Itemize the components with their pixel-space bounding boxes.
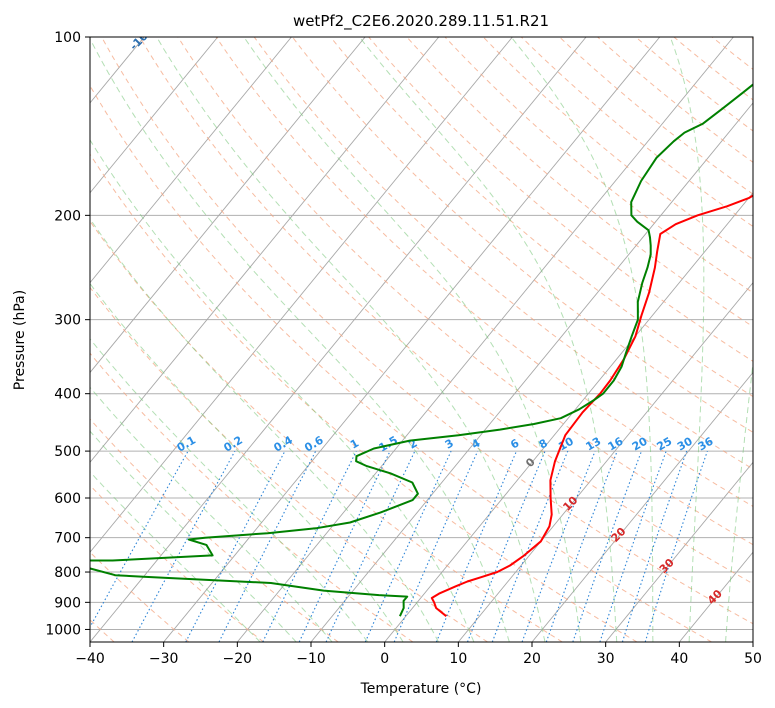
x-tick-label: 50 [744, 651, 762, 667]
moist-adiabat-line [90, 282, 404, 642]
x-tick-label: 0 [380, 651, 389, 667]
x-tick-label: −20 [223, 651, 253, 667]
dry-adiabat-line [90, 286, 488, 642]
isotherm-line [163, 37, 661, 642]
y-tick-label: 800 [54, 565, 81, 581]
chart-title: wetPf2_C2E6.2020.289.11.51.R21 [293, 12, 549, 31]
x-tick-label: 20 [523, 651, 541, 667]
isotherm-line [90, 37, 440, 464]
dry-adiabat-line [444, 37, 753, 294]
mixing-ratio-line [131, 450, 236, 642]
x-tick-label: −40 [75, 651, 105, 667]
dewpoint-profile-line [90, 83, 753, 617]
isotherm-line [531, 371, 753, 642]
x-tick-label: 10 [449, 651, 467, 667]
moist-adiabat-line [156, 37, 546, 642]
y-tick-label: 500 [54, 444, 81, 460]
isotherm-line [90, 37, 292, 284]
isotherm-line [310, 102, 753, 642]
moist-adiabat-line [90, 37, 510, 642]
isotherm-line [90, 37, 513, 553]
isotherm-line [90, 37, 366, 374]
isotherm-line [605, 461, 753, 642]
plot-frame [89, 36, 754, 643]
dry-adiabat-line [139, 37, 753, 585]
y-axis: 100 200 300 400 500 600 700 800 900 1000 [45, 30, 90, 638]
dry-adiabat-line [368, 37, 753, 362]
moist-adiabat-line [243, 37, 582, 642]
dry-adiabat-line [101, 37, 753, 625]
dry-adiabat-line [177, 37, 753, 546]
y-tick-label: 700 [54, 531, 81, 547]
moist-adiabat-line [90, 139, 475, 642]
x-tick-label: −10 [296, 651, 326, 667]
moist-adiabat-line [510, 37, 654, 642]
mixing-ratio-line [393, 450, 479, 642]
moist-adiabat-line [669, 37, 705, 642]
series-lines [90, 83, 753, 617]
isotherm-line [236, 37, 734, 642]
isotherm-line [90, 37, 587, 642]
mixing-ratio-line [644, 450, 708, 642]
dry-adiabat-line [482, 37, 753, 260]
moist-adiabat-line [725, 359, 753, 642]
dry-adiabat-line [90, 84, 712, 642]
y-tick-label: 1000 [45, 622, 81, 638]
mixing-ratio-line [435, 450, 518, 642]
mixing-ratio-line [621, 450, 688, 642]
moist-adiabat-line [90, 218, 439, 642]
moist-adiabat-line [90, 471, 261, 642]
x-tick-label: −30 [149, 651, 179, 667]
dry-adiabat-line [90, 220, 563, 642]
dry-adiabat-line [406, 37, 753, 328]
dry-adiabat-line [520, 37, 753, 228]
mixing-ratio-line [364, 450, 452, 642]
mixing-ratio-line [572, 450, 643, 642]
y-tick-label: 900 [54, 595, 81, 611]
moist-adiabat-line [90, 386, 333, 642]
y-tick-label: 200 [54, 208, 81, 224]
mixing-ratio-line [599, 450, 667, 642]
isotherm-line [90, 37, 219, 194]
mixing-ratio-line [325, 450, 416, 642]
dry-adiabat-line [90, 484, 264, 642]
mixing-ratio-line [90, 450, 189, 629]
dry-adiabat-line [253, 37, 753, 470]
x-axis-label: Temperature (°C) [360, 681, 482, 697]
y-tick-label: 400 [54, 387, 81, 403]
mixing-ratio-line [545, 450, 618, 642]
temperature-profile-line [430, 194, 753, 617]
y-tick-label: 100 [54, 30, 81, 46]
moist-adiabat-line [90, 338, 369, 642]
mixing-ratio-line [262, 450, 357, 642]
mixing-ratio-line [298, 450, 391, 642]
x-tick-label: 30 [597, 651, 615, 667]
y-tick-label: 300 [54, 313, 81, 329]
moist-adiabat-line [90, 430, 297, 642]
x-tick-label: 40 [670, 651, 688, 667]
x-axis: −40 −30 −20 −10 0 10 20 30 40 50 [75, 642, 762, 667]
dry-adiabat-line [215, 37, 753, 507]
y-tick-label: 600 [54, 491, 81, 507]
y-axis-label: Pressure (hPa) [12, 290, 28, 390]
